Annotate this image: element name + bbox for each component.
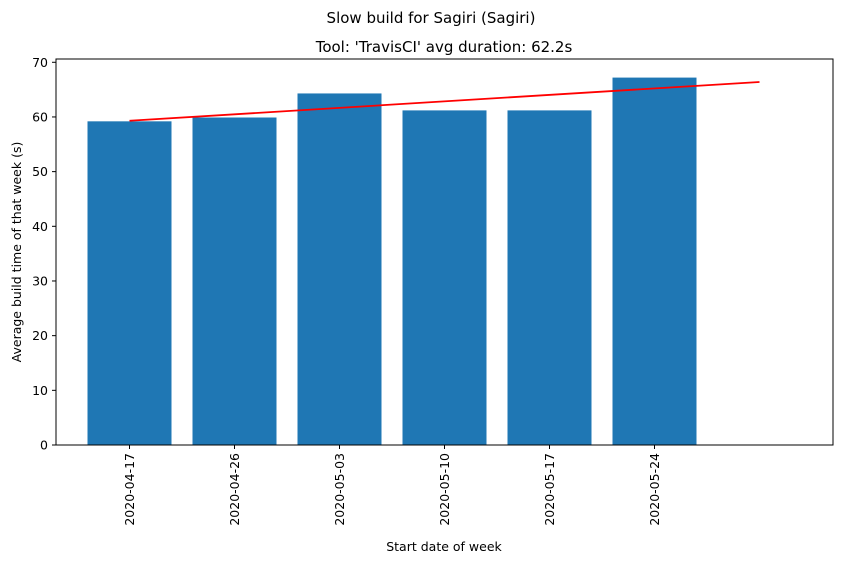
x-tick-label: 2020-05-24: [647, 453, 662, 526]
x-tick-label: 2020-04-17: [122, 453, 137, 526]
y-tick-label: 30: [32, 273, 48, 288]
x-axis-label: Start date of week: [386, 539, 502, 554]
y-axis-label: Average build time of that week (s): [9, 142, 24, 363]
x-tick-label: 2020-05-10: [437, 453, 452, 526]
y-axis: 0 10 20 30 40 50 60 70: [32, 55, 56, 453]
trend-line: [129, 81, 760, 122]
x-tick-label: 2020-05-17: [542, 453, 557, 526]
x-tick-label: 2020-05-03: [332, 453, 347, 526]
chart-suptitle: Slow build for Sagiri (Sagiri): [327, 9, 536, 27]
trend-line-group: [129, 81, 760, 122]
y-tick-label: 60: [32, 109, 48, 124]
y-tick-label: 20: [32, 328, 48, 343]
y-tick-label: 10: [32, 383, 48, 398]
bar-2020-04-26: [192, 117, 277, 446]
y-tick-label: 70: [32, 55, 48, 70]
y-tick-label: 0: [40, 438, 48, 453]
x-axis: 2020-04-17 2020-04-26 2020-05-03 2020-05-10…: [122, 445, 662, 526]
y-tick-label: 50: [32, 164, 48, 179]
y-tick-label: 40: [32, 219, 48, 234]
bars-group: [87, 77, 697, 446]
bar-2020-05-03: [297, 93, 382, 445]
bar-2020-05-17: [507, 110, 592, 445]
bar-2020-04-17: [87, 121, 172, 445]
bar-2020-05-24: [612, 77, 697, 445]
bar-2020-05-10: [402, 110, 487, 445]
x-tick-label: 2020-04-26: [227, 453, 242, 526]
chart-title: Tool: 'TravisCI' avg duration: 62.2s: [315, 38, 573, 56]
